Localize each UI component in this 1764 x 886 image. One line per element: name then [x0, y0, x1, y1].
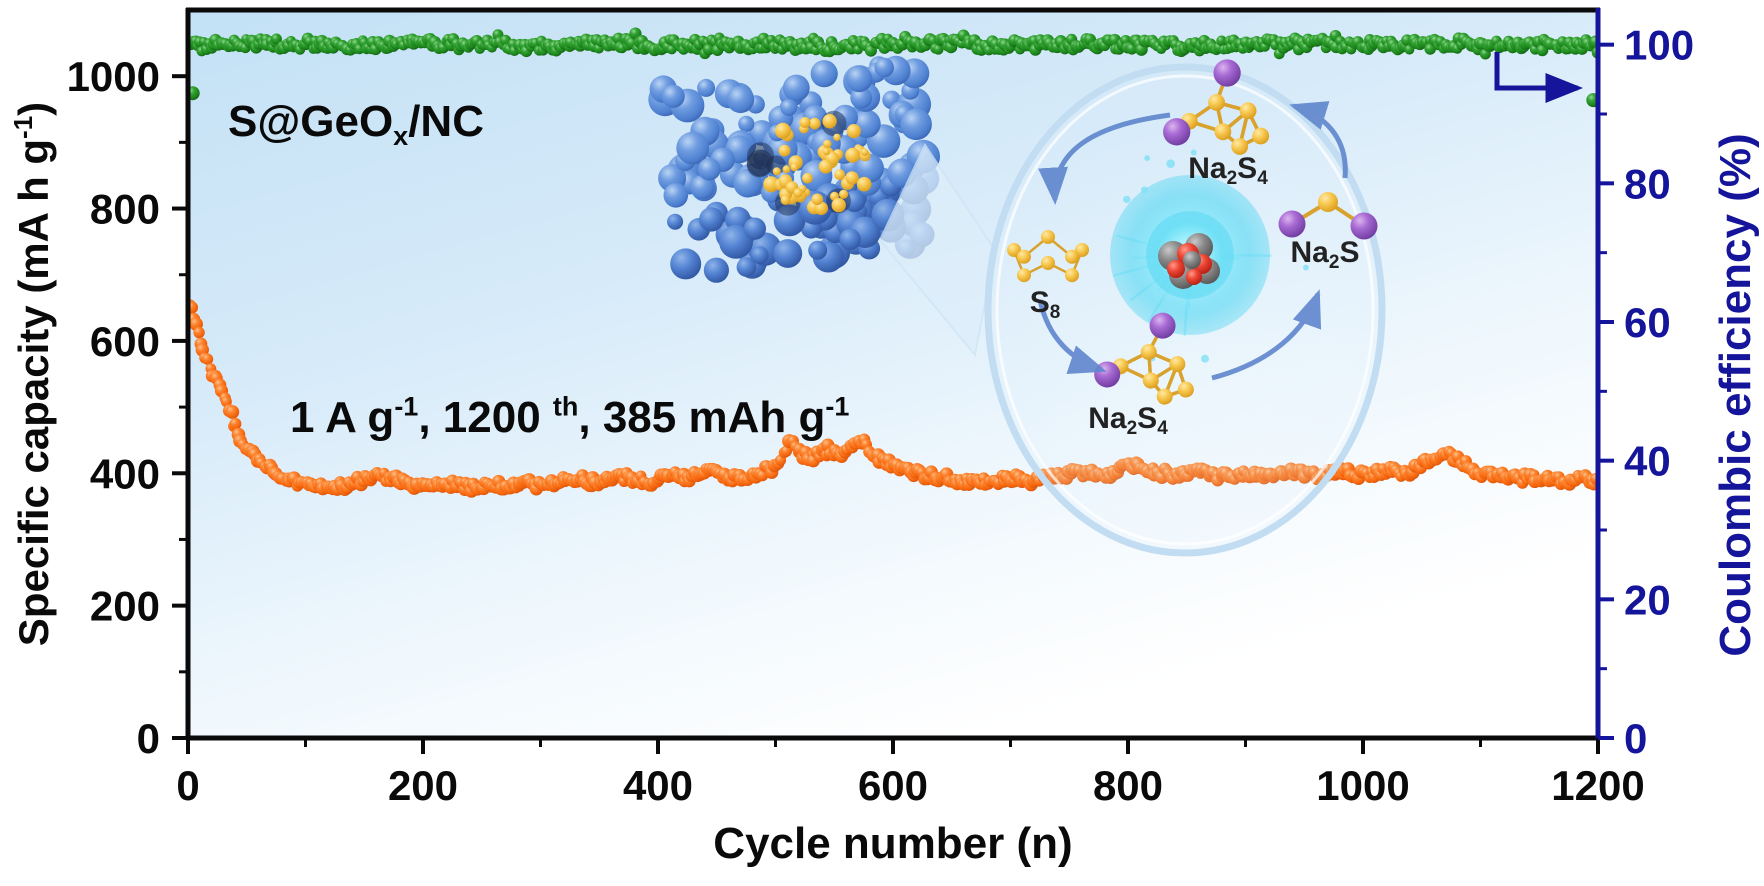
y-right-tick-label: 100 [1624, 22, 1694, 69]
na2s-label: Na2S [1291, 236, 1360, 273]
s8-molecule [1007, 230, 1089, 283]
arrow-s8-to-na2s4 [1037, 299, 1107, 374]
x-tick-label: 800 [1093, 762, 1163, 809]
y-axis-left-title: Specific capacity (mA h g-1) [8, 102, 57, 646]
y-left-tick-label: 400 [90, 450, 160, 497]
na2s4-bottom-label: Na2S4 [1088, 402, 1168, 439]
y-right-tick-label: 60 [1624, 299, 1671, 346]
x-tick-label: 1000 [1316, 762, 1409, 809]
na2s4-molecule [1094, 312, 1194, 405]
magnifier-cone [878, 142, 997, 358]
x-axis-title: Cycle number (n) [713, 819, 1072, 868]
x-tick-label: 1200 [1551, 762, 1644, 809]
y-left-tick-label: 200 [90, 583, 160, 630]
y-left-tick-label: 800 [90, 186, 160, 233]
s8-label: S8 [1030, 286, 1061, 323]
efficiency-outlier-point [188, 86, 200, 101]
na2s4-molecule [1163, 59, 1270, 155]
y-left-tick-label: 0 [137, 715, 160, 762]
y-right-tick-label: 80 [1624, 160, 1671, 207]
na2s-molecule [1278, 192, 1378, 240]
core-shell-particle [1110, 149, 1309, 363]
sulfur-cluster [763, 114, 872, 215]
y-left-tick-label: 1000 [67, 53, 160, 100]
series-coulombic-efficiency [188, 27, 1598, 108]
series-specific-capacity [188, 299, 1598, 498]
arrow-na2s-to-na2s4 [1289, 101, 1348, 179]
y-right-tick-label: 0 [1624, 715, 1647, 762]
reaction-cycle-arrows [1037, 101, 1348, 381]
na2s4-top-label: Na2S4 [1188, 152, 1268, 189]
efficiency-outlier-point [1586, 93, 1598, 108]
mechanism-inset [648, 55, 1386, 557]
porous-carbon-cube [648, 55, 940, 283]
x-tick-label: 0 [176, 762, 199, 809]
arrow-na2s4-to-na2s [1211, 289, 1322, 381]
axis-ticks: 0 200 400 600 800 1000 12000200400600800100002… [67, 22, 1695, 809]
arrow-na2s4-to-s8 [1038, 112, 1171, 205]
y-left-tick-label: 600 [90, 318, 160, 365]
x-tick-label: 600 [858, 762, 928, 809]
rate-annotation: 1 A g-1, 1200 th, 385 mAh g-1 [290, 391, 849, 442]
y-right-tick-label: 20 [1624, 576, 1671, 623]
efficiency-axis-pointer-arrow [1494, 52, 1583, 103]
bubble-inner-ring [995, 74, 1375, 546]
x-tick-label: 200 [388, 762, 458, 809]
sample-label: S@GeOx/NC [228, 97, 484, 151]
y-axis-right-title: Coulombic efficiency (%) [1711, 133, 1760, 656]
x-tick-label: 400 [623, 762, 693, 809]
y-right-tick-label: 40 [1624, 438, 1671, 485]
